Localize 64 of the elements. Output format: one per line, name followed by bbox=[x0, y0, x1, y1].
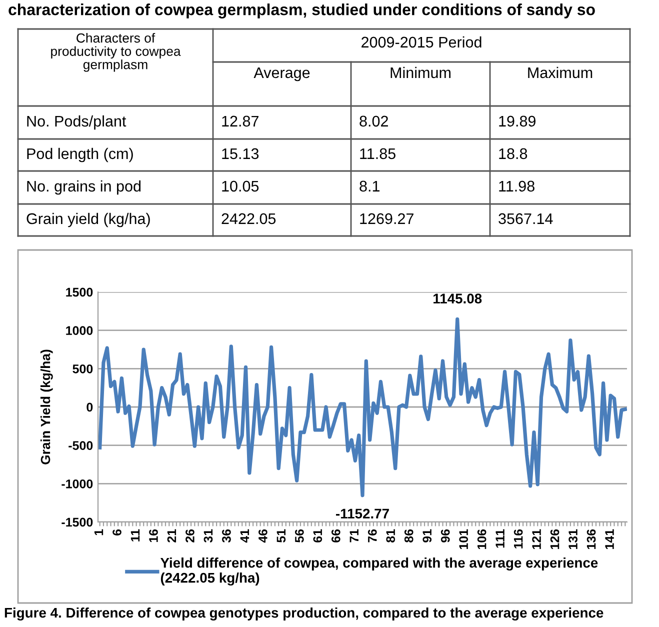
x-tick-label: 86 bbox=[404, 529, 414, 542]
text: No. grains in pod bbox=[27, 180, 141, 195]
y-tick-label: 1500 bbox=[66, 288, 93, 297]
text: 15.13 bbox=[222, 148, 259, 160]
y-tick-label: 500 bbox=[72, 364, 93, 374]
x-tick-label: 61 bbox=[313, 529, 322, 542]
text: 1269.27 bbox=[360, 213, 414, 224]
y-tick-label: -1000 bbox=[62, 479, 93, 488]
text: 12.87 bbox=[222, 116, 258, 127]
x-tick-label: 136 bbox=[586, 529, 596, 550]
x-tick-label: 6 bbox=[112, 529, 122, 536]
annotation: -1152.77 bbox=[336, 508, 389, 519]
x-tick-label: 66 bbox=[331, 529, 340, 542]
text: 18.8 bbox=[499, 148, 528, 160]
text: No. Pods/plant bbox=[27, 115, 126, 130]
x-tick-label: 76 bbox=[368, 529, 377, 542]
x-tick-label: 111 bbox=[496, 529, 504, 548]
y-tick-label: -1500 bbox=[62, 518, 93, 527]
annotation: 1145.08 bbox=[434, 294, 482, 304]
x-tick-label: 46 bbox=[258, 529, 268, 543]
text: Maximum bbox=[528, 66, 592, 78]
x-tick-label: 121 bbox=[532, 529, 541, 550]
text: 11.98 bbox=[499, 180, 534, 192]
y-tick-label: -500 bbox=[68, 441, 93, 450]
x-tick-label: 141 bbox=[605, 529, 614, 550]
x-tick-label: 16 bbox=[149, 529, 158, 542]
x-tick-label: 26 bbox=[186, 529, 194, 542]
x-tick-label: 116 bbox=[514, 529, 523, 548]
text: Pod length (cm) bbox=[27, 148, 133, 162]
x-tick-label: 36 bbox=[222, 529, 231, 543]
x-tick-label: 11 bbox=[130, 529, 140, 542]
text: 3567.14 bbox=[498, 213, 553, 224]
y-axis-title: Grain Yield (kg/ha) bbox=[40, 350, 53, 464]
x-tick-label: 106 bbox=[477, 529, 486, 550]
legend-label: Yield difference of cowpea, compared with the average experience (2422.05 kg/ha) bbox=[160, 558, 598, 586]
x-tick-label: 101 bbox=[459, 529, 468, 550]
x-tick-label: 126 bbox=[550, 529, 560, 550]
text: Grain yield (kg/ha) bbox=[26, 212, 150, 228]
text: Characters of productivity to cowpea germplasm bbox=[51, 33, 181, 72]
x-tick-label: 51 bbox=[276, 529, 286, 542]
text: 8.02 bbox=[360, 116, 388, 127]
line-series bbox=[98, 317, 627, 498]
x-tick-label: 41 bbox=[240, 529, 249, 543]
x-tick-label: 1 bbox=[94, 529, 104, 536]
text: 8.1 bbox=[360, 180, 380, 192]
x-tick-label: 31 bbox=[204, 529, 213, 543]
x-tick-label: 71 bbox=[350, 529, 358, 542]
text: 2009-2015 Period bbox=[362, 36, 482, 48]
text: characterization of cowpea germplasm, studied under conditions of sandy so bbox=[8, 4, 595, 18]
x-tick-label: 91 bbox=[422, 529, 432, 542]
text: 2422.05 bbox=[222, 213, 276, 224]
text: Average bbox=[254, 67, 310, 82]
x-tick-label: 81 bbox=[386, 529, 396, 542]
y-tick-label: 1000 bbox=[66, 326, 93, 335]
caption: Figure 4. Difference of cowpea genotypes production, compared to the average experience bbox=[4, 607, 604, 621]
x-tick-label: 96 bbox=[440, 529, 450, 542]
y-tick-label: 0 bbox=[86, 402, 93, 412]
text: Minimum bbox=[390, 66, 450, 78]
x-tick-label: 131 bbox=[568, 529, 578, 550]
x-tick-label: 21 bbox=[167, 529, 176, 542]
text: 10.05 bbox=[222, 180, 259, 192]
text: 19.89 bbox=[499, 116, 536, 127]
x-tick-label: 56 bbox=[294, 529, 304, 542]
text: 11.85 bbox=[360, 148, 396, 160]
